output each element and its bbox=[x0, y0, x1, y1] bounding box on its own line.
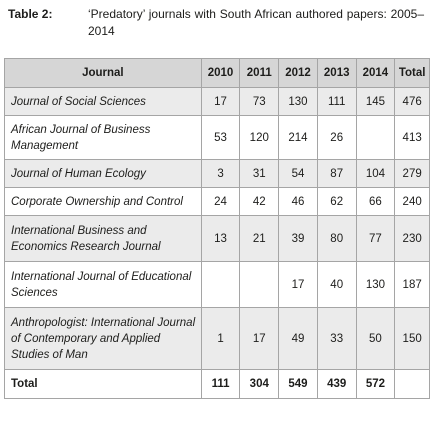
cell-2012: 214 bbox=[278, 115, 318, 160]
cell-2011: 73 bbox=[239, 87, 280, 116]
cell-2012: 49 bbox=[278, 307, 318, 370]
cell-2010: 17 bbox=[200, 87, 241, 116]
cell-2012: 130 bbox=[278, 87, 318, 116]
cell-2014 bbox=[355, 115, 396, 160]
total-label: Total bbox=[4, 369, 202, 399]
total-2010: 111 bbox=[200, 369, 241, 399]
cell-2013: 62 bbox=[316, 187, 357, 216]
cell-2010: 1 bbox=[200, 307, 241, 370]
cell-2011: 42 bbox=[239, 187, 280, 216]
cell-2010: 53 bbox=[200, 115, 241, 160]
table-row: Corporate Ownership and Control 24 42 46… bbox=[4, 187, 430, 216]
table-title: ‘Predatory’ journals with South African … bbox=[88, 7, 424, 38]
cell-total: 413 bbox=[394, 115, 430, 160]
header-2010: 2010 bbox=[200, 58, 241, 88]
cell-total: 476 bbox=[394, 87, 430, 116]
cell-2013: 26 bbox=[316, 115, 357, 160]
cell-2012: 46 bbox=[278, 187, 318, 216]
journal-name: Journal of Human Ecology bbox=[4, 159, 202, 188]
header-row: Journal 2010 2011 2012 2013 2014 Total bbox=[4, 58, 430, 88]
cell-2012: 39 bbox=[278, 215, 318, 262]
total-row: Total 111 304 549 439 572 bbox=[4, 369, 430, 399]
cell-total: 187 bbox=[394, 261, 430, 308]
cell-total: 279 bbox=[394, 159, 430, 188]
total-2012: 549 bbox=[278, 369, 318, 399]
header-2012: 2012 bbox=[278, 58, 318, 88]
table-row: Journal of Social Sciences 17 73 130 111… bbox=[4, 87, 430, 116]
total-2011: 304 bbox=[239, 369, 280, 399]
cell-2014: 66 bbox=[355, 187, 396, 216]
total-2014: 572 bbox=[355, 369, 396, 399]
journal-name: Corporate Ownership and Control bbox=[4, 187, 202, 216]
cell-2013: 40 bbox=[316, 261, 357, 308]
cell-2013: 111 bbox=[316, 87, 357, 116]
journal-name: Journal of Social Sciences bbox=[4, 87, 202, 116]
journal-name: African Journal of Business Management bbox=[4, 115, 202, 160]
journal-name: International Business and Economics Res… bbox=[4, 215, 202, 262]
cell-2012: 54 bbox=[278, 159, 318, 188]
predatory-journals-table: Journal 2010 2011 2012 2013 2014 Total J… bbox=[4, 58, 430, 399]
journal-name: Anthropologist: International Journal of… bbox=[4, 307, 202, 370]
cell-2010 bbox=[200, 261, 241, 308]
table-row: Anthropologist: International Journal of… bbox=[4, 307, 430, 370]
cell-2011: 120 bbox=[239, 115, 280, 160]
cell-2014: 130 bbox=[355, 261, 396, 308]
cell-2012: 17 bbox=[278, 261, 318, 308]
cell-total: 240 bbox=[394, 187, 430, 216]
cell-2011: 21 bbox=[239, 215, 280, 262]
table-row: Journal of Human Ecology 3 31 54 87 104 … bbox=[4, 159, 430, 188]
cell-2013: 33 bbox=[316, 307, 357, 370]
table-caption: Table 2: ‘Predatory’ journals with South… bbox=[8, 6, 426, 46]
table-row: African Journal of Business Management 5… bbox=[4, 115, 430, 160]
cell-2011 bbox=[239, 261, 280, 308]
cell-2010: 13 bbox=[200, 215, 241, 262]
journal-name: International Journal of Educational Sci… bbox=[4, 261, 202, 308]
cell-total: 150 bbox=[394, 307, 430, 370]
cell-2014: 77 bbox=[355, 215, 396, 262]
cell-2014: 104 bbox=[355, 159, 396, 188]
header-2014: 2014 bbox=[355, 58, 396, 88]
cell-2013: 80 bbox=[316, 215, 357, 262]
table-row: International Business and Economics Res… bbox=[4, 215, 430, 262]
total-total bbox=[394, 369, 430, 399]
cell-2010: 3 bbox=[200, 159, 241, 188]
header-journal: Journal bbox=[4, 58, 202, 88]
cell-2011: 31 bbox=[239, 159, 280, 188]
cell-2013: 87 bbox=[316, 159, 357, 188]
cell-2010: 24 bbox=[200, 187, 241, 216]
cell-2011: 17 bbox=[239, 307, 280, 370]
header-total: Total bbox=[394, 58, 430, 88]
cell-2014: 145 bbox=[355, 87, 396, 116]
cell-total: 230 bbox=[394, 215, 430, 262]
header-2011: 2011 bbox=[239, 58, 280, 88]
cell-2014: 50 bbox=[355, 307, 396, 370]
table-label: Table 2: bbox=[8, 7, 53, 21]
header-2013: 2013 bbox=[316, 58, 357, 88]
total-2013: 439 bbox=[316, 369, 357, 399]
table-row: International Journal of Educational Sci… bbox=[4, 261, 430, 308]
